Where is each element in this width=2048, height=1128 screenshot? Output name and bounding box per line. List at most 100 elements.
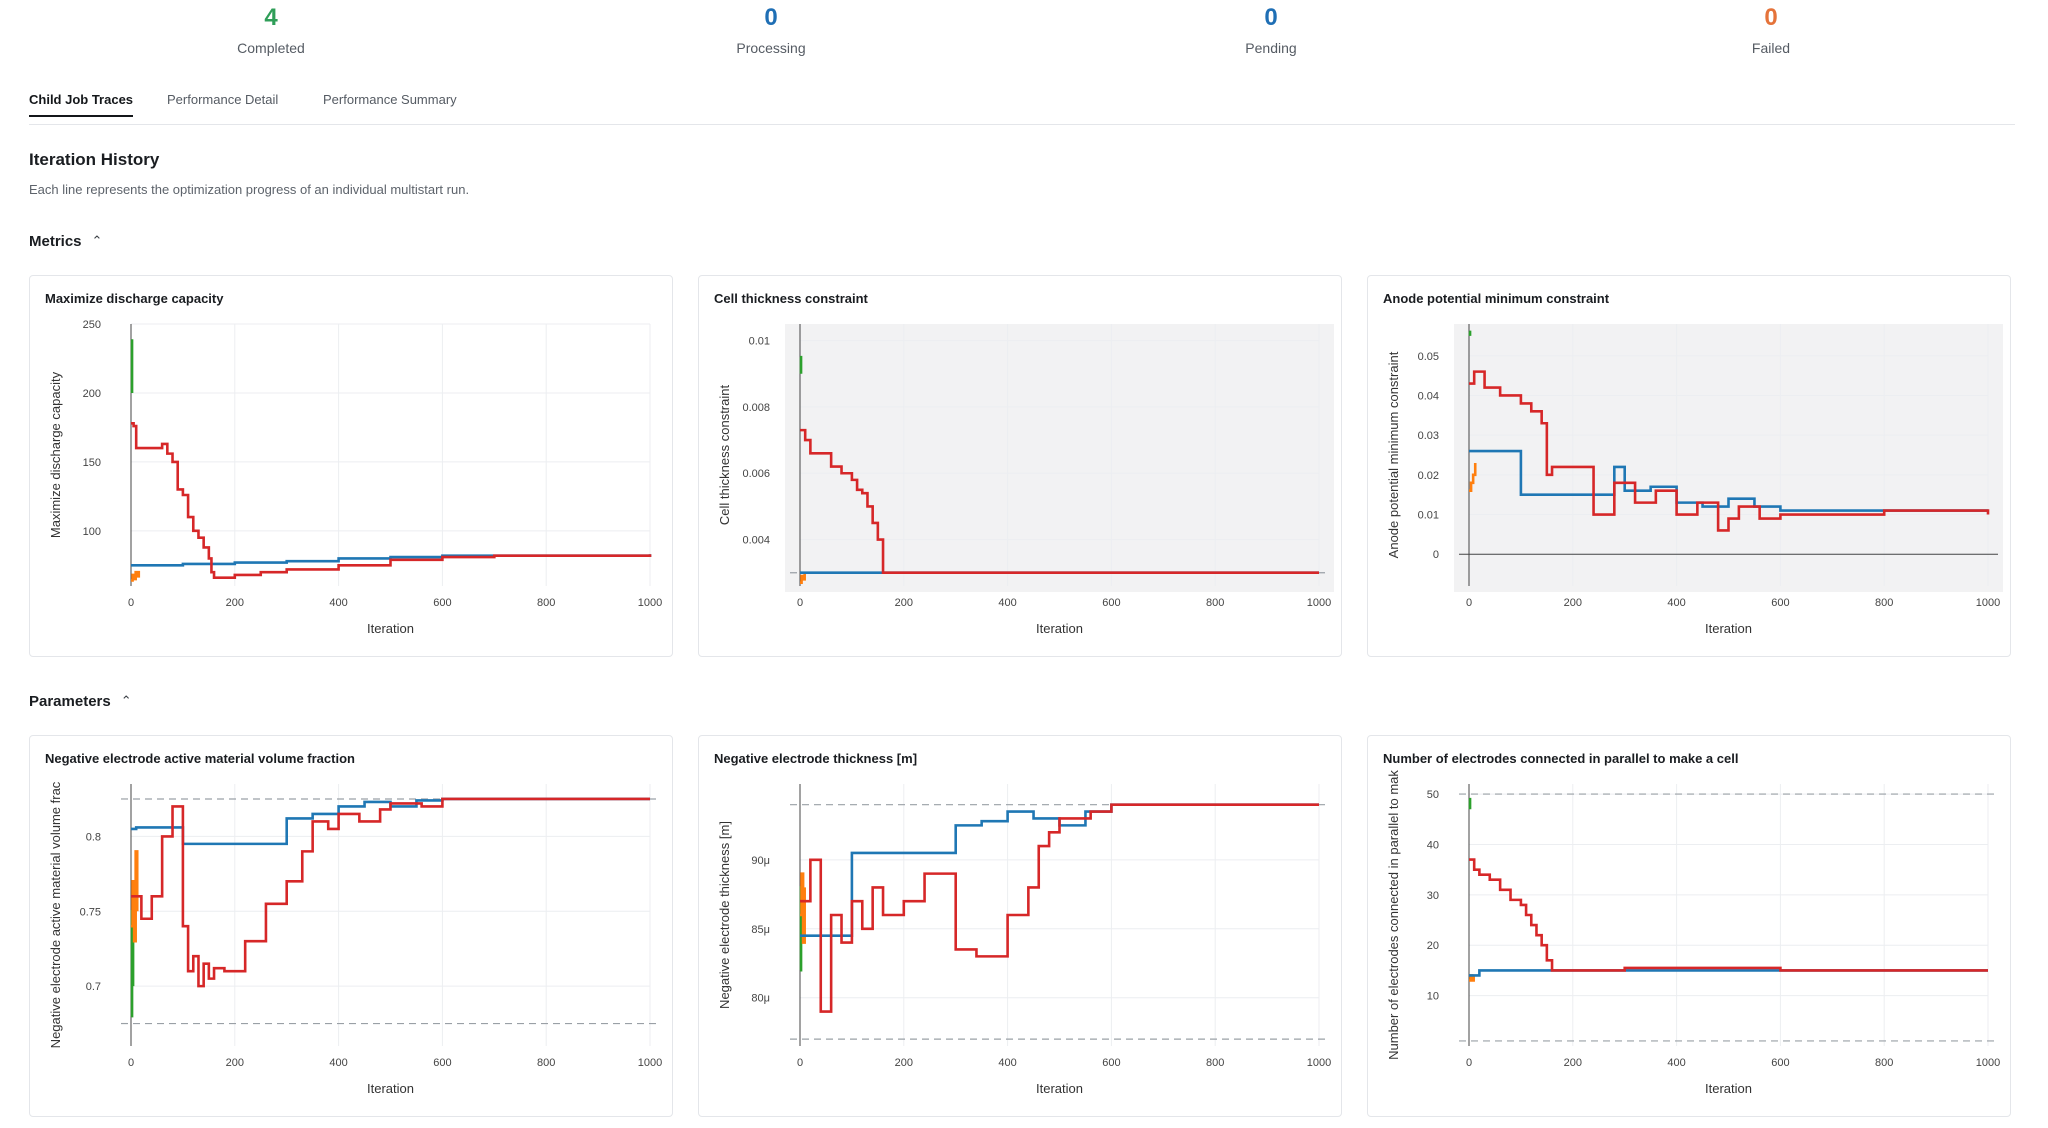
x-tick-label: 0 — [797, 597, 803, 609]
chart-title: Maximize discharge capacity — [45, 291, 224, 306]
y-tick-label: 100 — [83, 526, 101, 538]
y-tick-label: 0.04 — [1418, 390, 1439, 402]
y-tick-label: 0.008 — [742, 402, 770, 414]
x-tick-label: 0 — [128, 597, 134, 609]
x-axis-label: Iteration — [367, 621, 414, 636]
y-tick-label: 0.01 — [749, 336, 770, 348]
series-line — [1468, 330, 1472, 336]
x-tick-label: 600 — [1102, 1057, 1120, 1069]
series-line — [1469, 858, 1988, 972]
series-line — [130, 339, 134, 393]
metrics-section-label: Metrics — [29, 233, 82, 250]
chart-title: Cell thickness constraint — [714, 291, 868, 306]
x-tick-label: 800 — [537, 597, 555, 609]
series-line — [131, 570, 141, 582]
series-line — [800, 428, 1319, 575]
x-tick-label: 1000 — [1307, 597, 1331, 609]
y-tick-label: 10 — [1427, 991, 1439, 1003]
stat-completed-count: 4 — [264, 4, 278, 31]
y-tick-label: 85μ — [751, 924, 770, 936]
series-line — [800, 572, 806, 584]
y-axis-label: Negative electrode active material volum… — [48, 781, 63, 1048]
stat-processing-count: 0 — [764, 4, 778, 31]
chart-card-volume-fraction: Negative electrode active material volum… — [29, 735, 673, 1117]
x-tick-label: 400 — [998, 597, 1016, 609]
chart-title: Number of electrodes connected in parall… — [1383, 751, 1739, 766]
chevron-up-icon: ⌃ — [91, 233, 103, 248]
stat-processing: 0 Processing — [641, 4, 901, 56]
chart-card-cell-thickness: Cell thickness constraint 0 200 400 600 800 1… — [698, 275, 1342, 657]
x-tick-label: 400 — [1667, 597, 1685, 609]
tab-bar: Child Job Traces Performance Detail Perf… — [29, 92, 2015, 125]
y-tick-label: 0.7 — [86, 981, 101, 993]
x-tick-label: 600 — [1771, 1057, 1789, 1069]
series-line — [131, 797, 650, 988]
y-tick-label: 250 — [83, 319, 101, 331]
x-tick-label: 1000 — [638, 1057, 662, 1069]
x-tick-label: 200 — [1564, 597, 1582, 609]
y-axis-label: Maximize discharge capacity — [48, 371, 63, 538]
x-tick-label: 400 — [998, 1057, 1016, 1069]
metrics-section-toggle[interactable]: Metrics ⌃ — [29, 233, 102, 250]
x-tick-label: 800 — [1206, 1057, 1224, 1069]
x-tick-label: 600 — [1102, 597, 1120, 609]
stat-pending-label: Pending — [1245, 40, 1297, 56]
plot-shaded-region — [1454, 324, 2003, 592]
y-tick-label: 40 — [1427, 839, 1439, 851]
x-tick-label: 600 — [1771, 597, 1789, 609]
series-line — [1468, 797, 1472, 810]
chart-electrode-thickness: 0 200 400 600 800 1000 80μ 85μ 90μ Iteration Negat… — [717, 784, 1331, 1096]
x-tick-label: 800 — [1875, 1057, 1893, 1069]
y-tick-label: 80μ — [751, 993, 770, 1005]
x-tick-label: 800 — [1875, 597, 1893, 609]
x-tick-label: 800 — [537, 1057, 555, 1069]
y-tick-label: 0.02 — [1418, 470, 1439, 482]
chart-title: Negative electrode thickness [m] — [714, 751, 918, 766]
y-tick-label: 30 — [1427, 890, 1439, 902]
tab-performance-detail[interactable]: Performance Detail — [167, 92, 279, 107]
y-tick-label: 150 — [83, 457, 101, 469]
x-tick-label: 1000 — [1976, 1057, 2000, 1069]
tab-performance-summary[interactable]: Performance Summary — [323, 92, 457, 107]
x-tick-label: 400 — [329, 1057, 347, 1069]
chart-card-electrode-thickness: Negative electrode thickness [m] 0 200 400… — [698, 735, 1342, 1117]
y-tick-label: 0.01 — [1418, 510, 1439, 522]
y-tick-label: 0.03 — [1418, 430, 1439, 442]
job-status-summary: 4 Completed 0 Processing 0 Pending 0 Fai… — [0, 0, 2048, 60]
parameters-section-toggle[interactable]: Parameters ⌃ — [29, 693, 132, 710]
x-axis-label: Iteration — [1036, 621, 1083, 636]
y-axis-label: Number of electrodes connected in parall… — [1386, 770, 1401, 1060]
y-tick-label: 0.004 — [742, 535, 770, 547]
y-tick-label: 0.05 — [1418, 351, 1439, 363]
chart-card-electrodes-parallel: Number of electrodes connected in parall… — [1367, 735, 2011, 1117]
stat-completed-label: Completed — [237, 40, 305, 56]
x-axis-label: Iteration — [367, 1081, 414, 1096]
chart-card-discharge-capacity: Maximize discharge capacity 0 200 400 600 80… — [29, 275, 673, 657]
y-tick-label: 0.75 — [80, 906, 101, 918]
chart-title: Anode potential minimum constraint — [1383, 291, 1610, 306]
chevron-up-icon: ⌃ — [120, 693, 132, 708]
stat-failed-count: 0 — [1764, 4, 1778, 31]
y-tick-label: 50 — [1427, 789, 1439, 801]
x-tick-label: 1000 — [638, 597, 662, 609]
x-tick-label: 800 — [1206, 597, 1224, 609]
y-tick-label: 0.8 — [86, 831, 101, 843]
chart-cell-thickness: 0 200 400 600 800 1000 0.004 0.006 0.008 0.01 Iter… — [717, 324, 1334, 636]
chart-anode-potential: 0 200 400 600 800 1000 0 0.01 0.02 0.03 0.04 0.05 It… — [1386, 324, 2003, 636]
x-tick-label: 200 — [895, 1057, 913, 1069]
stat-pending: 0 Pending — [1141, 4, 1401, 56]
chart-discharge-capacity: 0 200 400 600 800 1000 100 150 200 250 Iteration Ma… — [48, 319, 662, 636]
x-tick-label: 0 — [1466, 1057, 1472, 1069]
series-line — [1469, 370, 1990, 532]
stat-failed: 0 Failed — [1641, 4, 1901, 56]
x-tick-label: 200 — [226, 1057, 244, 1069]
x-tick-label: 200 — [895, 597, 913, 609]
y-tick-label: 0 — [1433, 549, 1439, 561]
stat-failed-label: Failed — [1751, 40, 1791, 56]
x-axis-label: Iteration — [1705, 1081, 1752, 1096]
parameters-section-label: Parameters — [29, 693, 111, 710]
x-axis-label: Iteration — [1705, 621, 1752, 636]
series-line — [131, 421, 652, 580]
x-tick-label: 600 — [433, 597, 451, 609]
tab-child-job-traces[interactable]: Child Job Traces — [29, 92, 134, 117]
